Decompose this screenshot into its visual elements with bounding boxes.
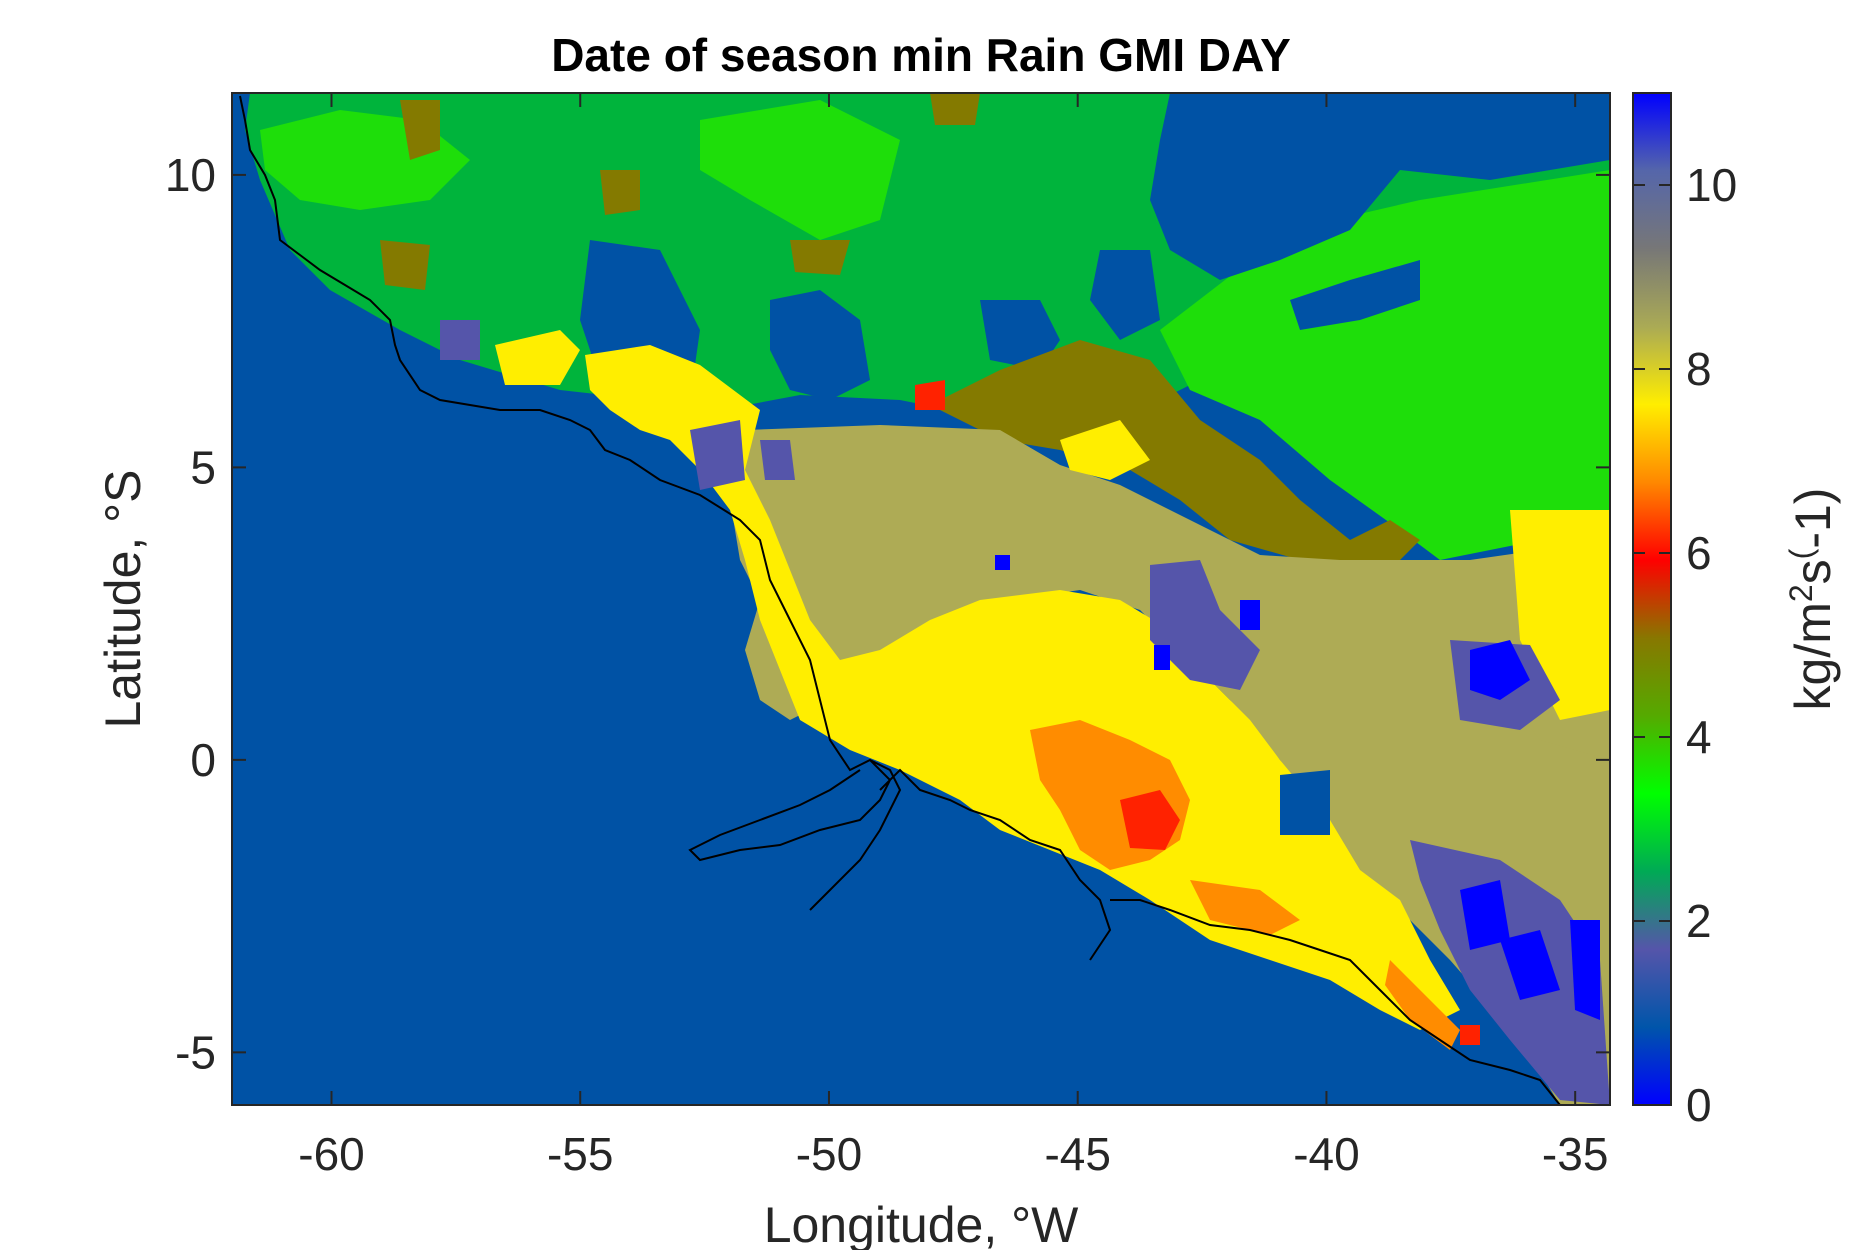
region-blue-patches (1154, 645, 1170, 670)
x-axis-label: Longitude, °W (764, 1197, 1079, 1250)
region-purple-patches (1410, 840, 1610, 1105)
region-north-dark-patches (1090, 250, 1160, 340)
region-purple-patches (440, 320, 480, 360)
x-tick-label: -55 (547, 1128, 613, 1180)
region-central-olive-band (400, 100, 440, 160)
colorbar-tick-label: 2 (1686, 895, 1712, 947)
x-axis: -60 -55 -50 -45 -40 -35 (298, 93, 1608, 1180)
x-tick-label: -40 (1293, 1128, 1359, 1180)
region-central-olive-band (930, 93, 980, 125)
region-blue-patches (1570, 920, 1600, 1020)
region-central-olive-band (600, 170, 640, 215)
region-yellow-belt (1060, 420, 1150, 480)
region-north-dark-patches (770, 290, 870, 400)
region-yellow-belt (495, 330, 580, 385)
coastline (239, 95, 1561, 1105)
y-axis: -5 0 5 10 (165, 149, 1610, 1078)
y-tick-label: -5 (175, 1026, 216, 1078)
region-blue-patches (1470, 640, 1530, 700)
colorbar-tick-label: 0 (1686, 1079, 1712, 1131)
region-blue-patches (1500, 930, 1560, 1000)
region-central-olive-band (930, 340, 1420, 560)
y-tick-label: 5 (190, 441, 216, 493)
region-north-east-forest (700, 100, 900, 240)
region-red-core (1460, 1025, 1480, 1045)
x-tick-label: -50 (796, 1128, 862, 1180)
y-axis-label: Latitude, °S (95, 469, 151, 728)
region-central-olive-band (380, 240, 430, 290)
chart-title: Date of season min Rain GMI DAY (551, 29, 1291, 81)
y-tick-label: 0 (190, 734, 216, 786)
region-red-core (1120, 790, 1180, 850)
region-orange-core (1190, 880, 1300, 935)
x-tick-label: -35 (1542, 1128, 1608, 1180)
region-north-dark-patches (1280, 770, 1330, 835)
colorbar-gradient (1632, 92, 1672, 1106)
region-central-khaki (730, 425, 1610, 1105)
region-red-core (915, 380, 945, 410)
colorbar-label: kg/m2s(-1) (1783, 488, 1841, 711)
colorbar-tick-label: 8 (1686, 343, 1712, 395)
region-purple-patches (690, 420, 745, 490)
colorbar-tick-label: 4 (1686, 711, 1712, 763)
colorbar-ticks: 0 2 4 6 8 10 (1633, 159, 1737, 1131)
region-purple-patches (760, 440, 795, 480)
region-central-olive-band (790, 240, 850, 275)
region-purple-patches (1150, 560, 1260, 690)
region-north-dark-patches (1290, 260, 1420, 330)
plot-frame (231, 92, 1611, 1106)
colorbar: 0 2 4 6 8 10 kg/m2s(-1) (1632, 92, 1841, 1131)
y-tick-label: 10 (165, 149, 216, 201)
region-blue-patches (995, 555, 1010, 570)
region-blue-patches (1240, 600, 1260, 630)
region-north-dark-patches (980, 300, 1060, 370)
region-yellow-belt (585, 345, 1460, 1030)
x-tick-label: -45 (1044, 1128, 1110, 1180)
region-blue-patches (1460, 880, 1510, 950)
region-north-dark-patches (1150, 93, 1610, 280)
colorbar-tick-label: 6 (1686, 527, 1712, 579)
colorbar-tick-label: 10 (1686, 159, 1737, 211)
region-north-east-forest (1160, 170, 1610, 560)
region-orange-core (1385, 960, 1460, 1050)
x-tick-label: -60 (298, 1128, 364, 1180)
